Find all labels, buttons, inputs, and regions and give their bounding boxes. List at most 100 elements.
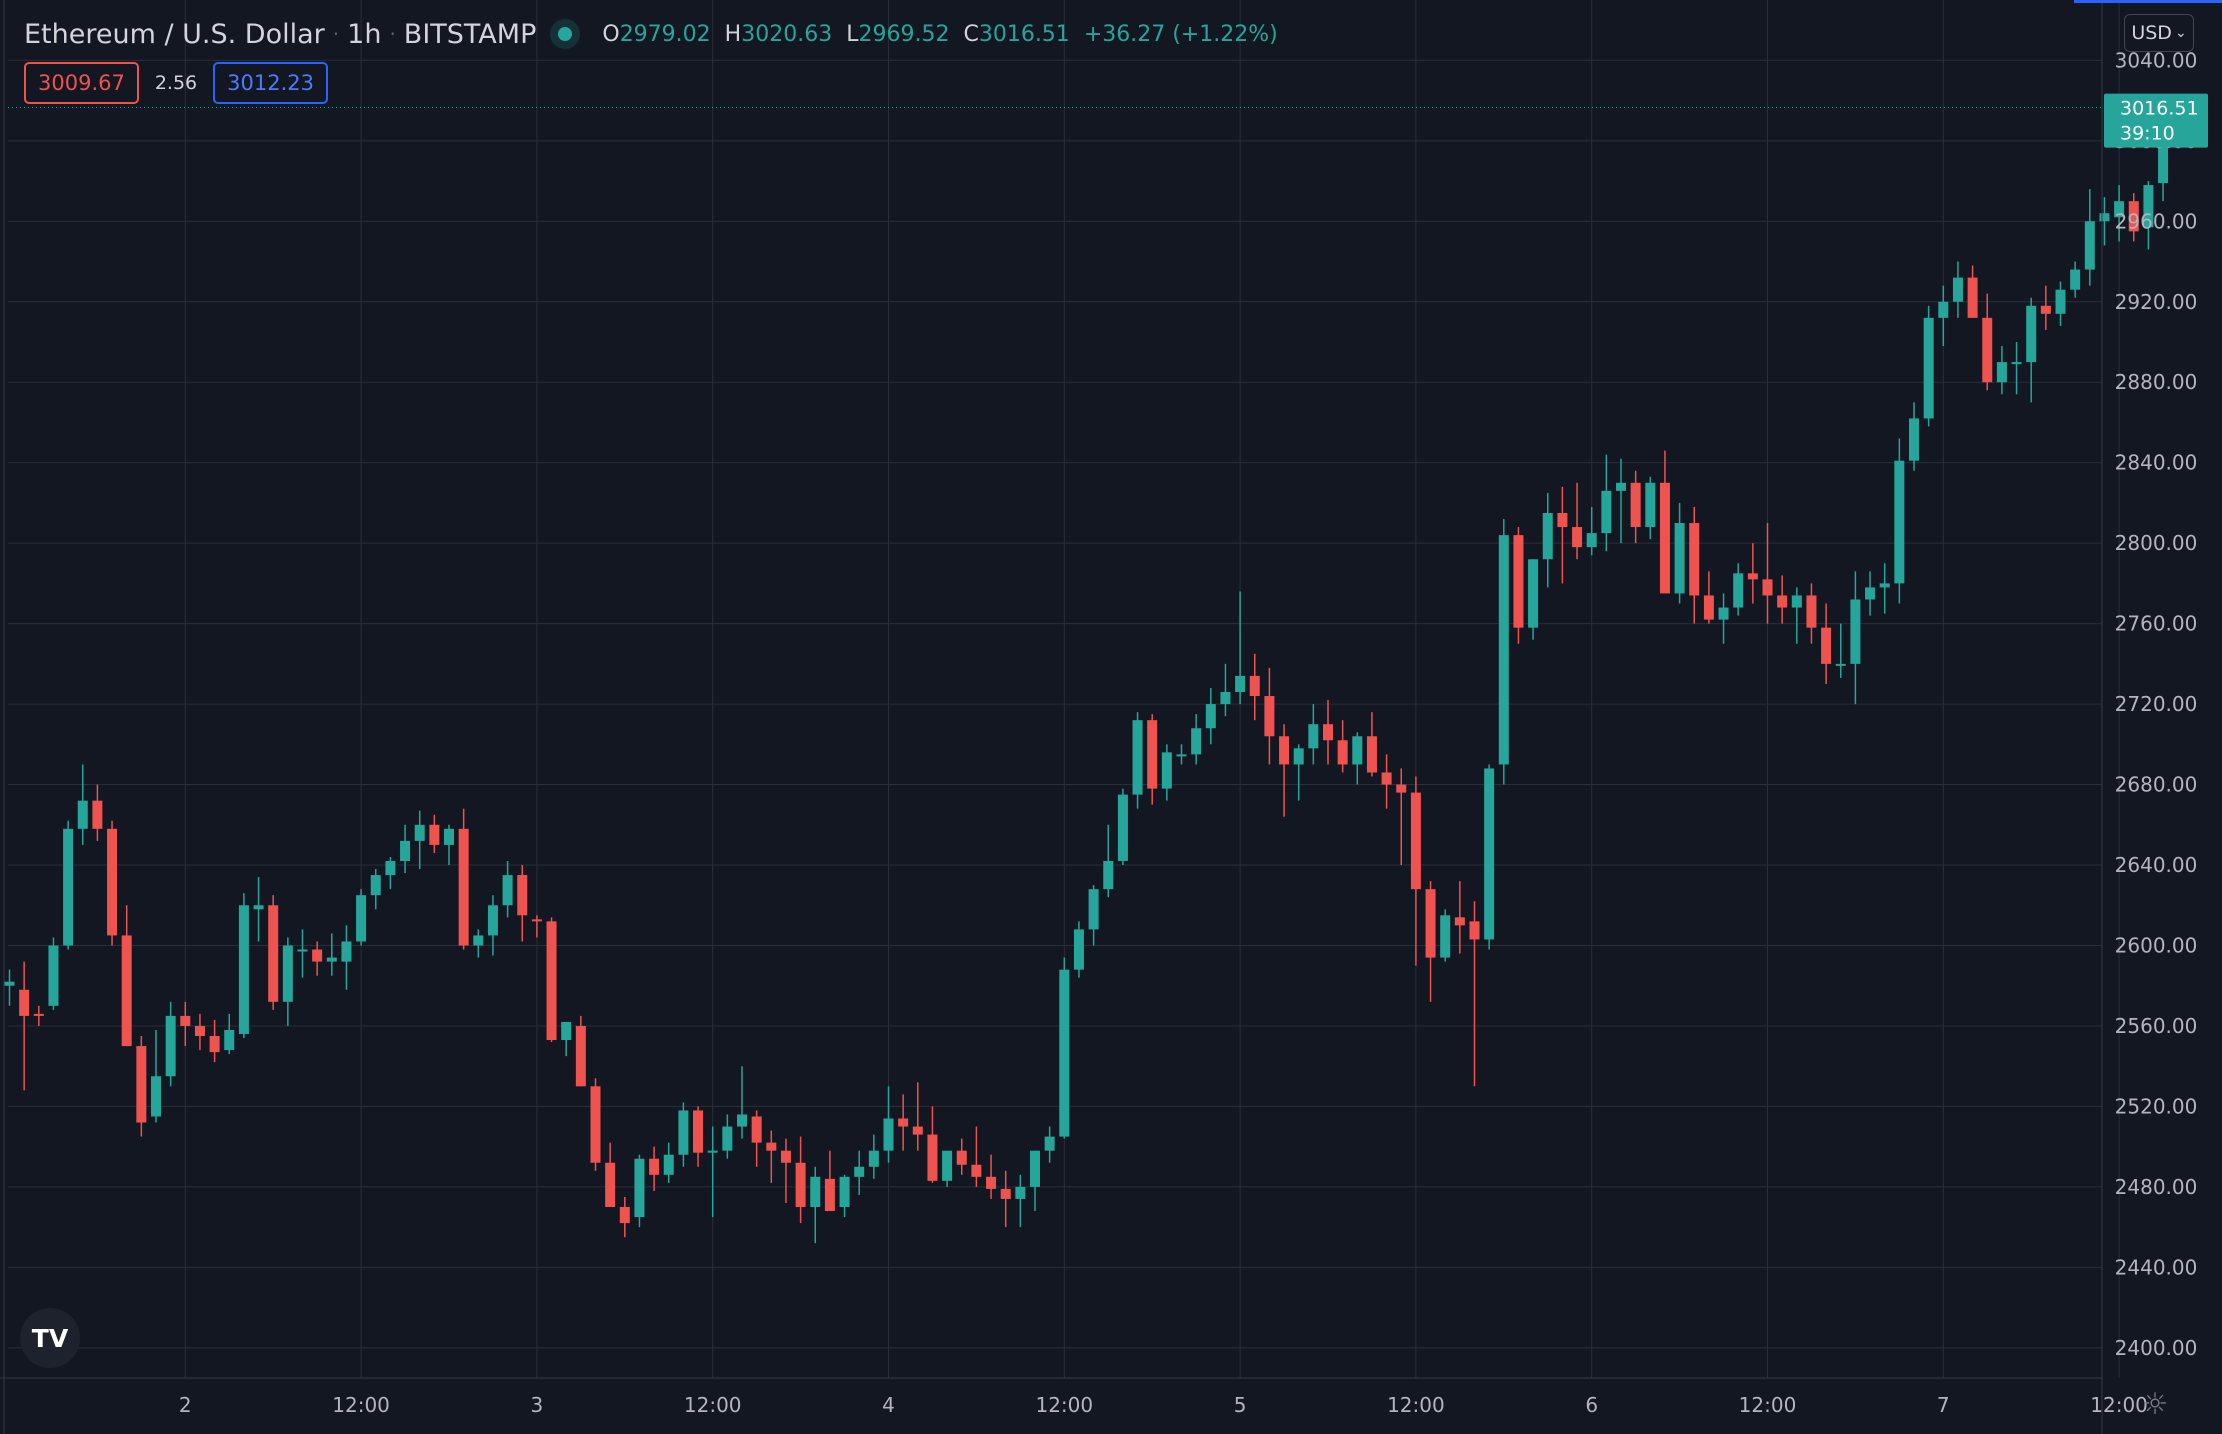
candle-body <box>531 919 542 922</box>
y-tick-label: 2760.00 <box>2115 612 2198 636</box>
settings-icon[interactable]: ☼ <box>2141 1387 2169 1422</box>
low-key: L <box>846 21 859 47</box>
candle-body <box>1879 583 1890 588</box>
candle-body <box>693 1110 704 1153</box>
sell-button[interactable]: 3009.67 <box>24 62 139 104</box>
candle-body <box>590 1086 601 1163</box>
candle-body <box>1601 490 1612 534</box>
candle-body <box>1909 418 1919 461</box>
separator-dot: · <box>389 22 396 46</box>
candle-body <box>1586 533 1597 548</box>
candle-body <box>1542 512 1553 560</box>
tradingview-logo[interactable]: TV <box>20 1308 80 1368</box>
candle-body <box>33 1013 44 1016</box>
candle-body <box>1147 720 1158 789</box>
candle-body <box>824 1178 835 1212</box>
candle-body <box>1352 736 1363 765</box>
y-tick-label: 2680.00 <box>2115 773 2198 797</box>
candle-body <box>2128 201 2139 232</box>
candle-body <box>956 1150 967 1165</box>
candle-body <box>766 1142 777 1151</box>
high-value: H3020.63 <box>725 22 833 47</box>
candle-body <box>341 941 352 962</box>
candle-body <box>2026 305 2037 363</box>
candle-body <box>942 1150 953 1181</box>
chart-header: Ethereum / U.S. Dollar · 1h · BITSTAMP O… <box>24 14 1278 54</box>
candle-body <box>1513 535 1524 628</box>
candle-body <box>854 1166 865 1177</box>
candle-body <box>722 1126 733 1151</box>
x-tick-label: 12:00 <box>332 1393 390 1417</box>
candle-body <box>795 1162 806 1208</box>
countdown-timer: 39:10 <box>2120 123 2175 145</box>
candle-body <box>883 1118 894 1151</box>
x-tick-label: 2 <box>179 1393 192 1417</box>
candle-body <box>1205 704 1216 729</box>
candle-body <box>1967 277 1978 318</box>
open-key: O <box>602 21 620 47</box>
candle-body <box>898 1118 909 1127</box>
candle-body <box>326 957 337 962</box>
candle-body <box>1000 1188 1011 1199</box>
market-status-icon[interactable] <box>558 27 573 41</box>
candle-body <box>1718 607 1729 620</box>
currency-dropdown[interactable]: USD ⌄ <box>2124 14 2194 52</box>
y-tick-label: 2400.00 <box>2115 1336 2198 1360</box>
high-number: 3020.63 <box>741 21 833 47</box>
candle-body <box>297 949 308 952</box>
candle-body <box>458 828 469 946</box>
y-tick-label: 2840.00 <box>2115 451 2198 475</box>
candle-body <box>1645 482 1656 528</box>
candle-body <box>561 1021 572 1041</box>
candle-body <box>151 1076 161 1117</box>
y-tick-label: 3040.00 <box>2115 48 2198 72</box>
candle-body <box>1264 696 1275 737</box>
candle-body <box>400 840 411 861</box>
candle-body <box>165 1015 176 1077</box>
open-value: O2979.02 <box>602 22 710 47</box>
y-tick-label: 2920.00 <box>2115 290 2198 314</box>
y-tick-label: 2520.00 <box>2115 1094 2198 1118</box>
candle-body <box>1821 627 1832 664</box>
symbol-title[interactable]: Ethereum / U.S. Dollar <box>24 18 325 50</box>
candle-body <box>1894 460 1905 584</box>
candle-body <box>1176 754 1187 757</box>
candle-body <box>517 875 528 916</box>
candle-body <box>2114 201 2125 218</box>
separator-dot: · <box>332 22 340 46</box>
candle-body <box>268 905 279 1002</box>
candle-body <box>1703 595 1714 620</box>
candle-body <box>1996 362 2007 383</box>
last-price-value: 3016.51 <box>2120 98 2199 120</box>
buy-button[interactable]: 3012.23 <box>213 62 328 104</box>
y-tick-label: 2640.00 <box>2115 853 2198 877</box>
candle-body <box>136 1046 147 1123</box>
candle-body <box>1659 482 1670 594</box>
candle-body <box>121 935 132 1047</box>
currency-label: USD <box>2131 22 2172 44</box>
x-tick-label: 12:00 <box>1739 1393 1797 1417</box>
high-key: H <box>724 21 742 47</box>
candle-body <box>1557 512 1568 528</box>
y-tick-label: 2560.00 <box>2115 1014 2198 1038</box>
interval-label[interactable]: 1h <box>347 18 382 50</box>
candle-body <box>1132 720 1143 795</box>
chevron-down-icon: ⌄ <box>2174 25 2187 41</box>
candle-body <box>1747 573 1758 580</box>
candle-body <box>1117 794 1128 861</box>
candle-body <box>19 989 30 1016</box>
exchange-label: BITSTAMP <box>403 18 537 50</box>
x-tick-label: 7 <box>1937 1393 1950 1417</box>
candle-body <box>1308 724 1319 749</box>
candle-body <box>1337 740 1348 765</box>
candle-body <box>238 905 249 1035</box>
candle-body <box>1015 1186 1026 1199</box>
candle-body <box>971 1164 982 1177</box>
spread-value: 2.56 <box>154 72 198 94</box>
candle-body <box>1498 535 1509 765</box>
candle-body <box>1689 523 1700 596</box>
y-tick-label: 2600.00 <box>2115 933 2198 957</box>
low-number: 2969.52 <box>858 21 950 47</box>
